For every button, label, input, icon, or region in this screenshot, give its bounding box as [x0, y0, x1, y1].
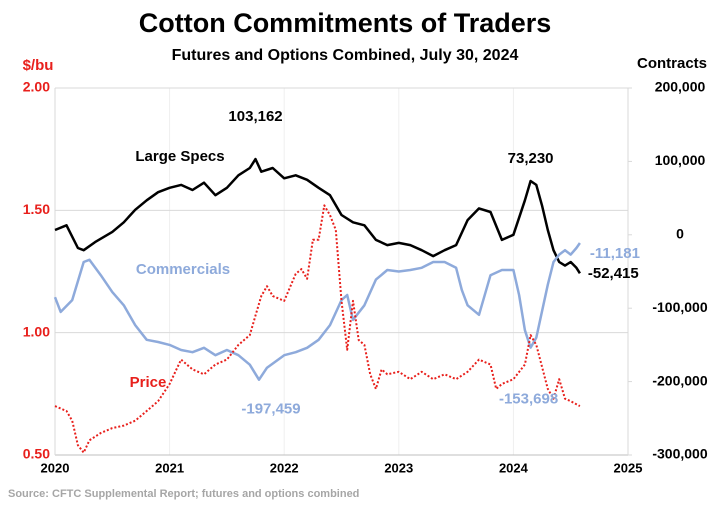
y-axis-title: $/bu — [23, 57, 54, 74]
y2-tick-label: -200,000 — [652, 372, 707, 388]
y2-axis-title: Contracts — [637, 55, 707, 72]
x-tick-label: 2022 — [270, 460, 299, 475]
y-tick-label: 2.00 — [23, 79, 50, 95]
x-tick-label: 2020 — [41, 460, 70, 475]
source-note: Source: CFTC Supplemental Report; future… — [8, 488, 359, 500]
series-label: Large Specs — [135, 148, 224, 165]
series-line — [53, 242, 581, 381]
y2-tick-label: 200,000 — [655, 79, 706, 95]
y2-tick-label: -100,000 — [652, 299, 707, 315]
y2-tick-label: -300,000 — [652, 446, 707, 462]
data-label: -197,459 — [241, 401, 300, 418]
x-tick-label: 2024 — [499, 460, 529, 475]
data-label: 73,230 — [508, 150, 554, 167]
data-label: -11,181 — [590, 245, 640, 262]
x-tick-label: 2021 — [155, 460, 184, 475]
series-line — [54, 157, 581, 274]
y-tick-label: 0.50 — [23, 446, 50, 462]
x-tick-label: 2023 — [384, 460, 413, 475]
data-label: 103,162 — [228, 108, 282, 125]
series-line — [54, 204, 581, 454]
y-tick-label: 1.00 — [23, 323, 50, 339]
y-tick-label: 1.50 — [23, 201, 50, 217]
series-label: Commercials — [136, 261, 230, 278]
data-label: -52,415 — [588, 265, 639, 282]
y2-tick-label: 100,000 — [655, 152, 706, 168]
x-tick-label: 2025 — [614, 460, 643, 475]
y2-tick-label: 0 — [676, 226, 684, 242]
series-label: Price — [130, 374, 167, 391]
data-label: -153,698 — [499, 391, 558, 408]
chart-subtitle: Futures and Options Combined, July 30, 2… — [172, 47, 519, 64]
chart-title: Cotton Commitments of Traders — [139, 8, 552, 38]
